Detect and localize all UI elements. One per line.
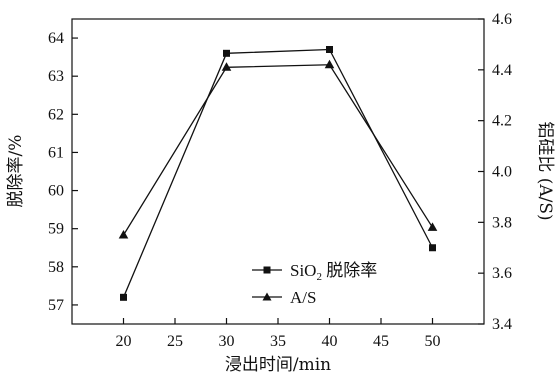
- y-left-tick-label: 62: [48, 106, 64, 123]
- y-axis-left-title: 脱除率/%: [6, 135, 26, 208]
- y-left-tick-label: 58: [48, 259, 64, 276]
- legend-label-sio2-subscript: 2: [316, 271, 322, 283]
- x-tick-label: 20: [116, 333, 132, 350]
- y-left-tick-label: 63: [48, 68, 64, 85]
- x-tick-label: 45: [373, 333, 389, 350]
- legend-label-sio2: SiO2 脱除率: [290, 261, 377, 283]
- x-tick-label: 40: [322, 333, 338, 350]
- x-tick-label: 50: [425, 333, 441, 350]
- x-tick-label: 25: [167, 333, 183, 350]
- data-point-sio2: [120, 293, 127, 301]
- y-axis-left: 57 58 59 60 61 62 63 64: [48, 30, 78, 314]
- legend-label-as: A/S: [290, 288, 316, 307]
- y-right-tick-label: 4.0: [492, 164, 512, 181]
- y-right-tick-label: 3.8: [492, 214, 512, 231]
- y-right-tick-label: 4.2: [492, 113, 512, 130]
- data-point-as: [324, 59, 335, 69]
- x-axis-title: 浸出时间/min: [225, 355, 331, 375]
- y-right-tick-label: 3.6: [492, 265, 512, 282]
- y-left-tick-label: 64: [48, 30, 64, 47]
- series-line-sio2: [122, 48, 434, 298]
- y-axis-right-title: 铝硅比 (A/S): [535, 121, 555, 220]
- y-left-tick-label: 60: [48, 183, 64, 200]
- legend: SiO2 脱除率 A/S: [252, 261, 377, 307]
- x-tick-label: 35: [270, 333, 286, 350]
- y-right-tick-label: 4.4: [492, 62, 512, 79]
- y-left-tick-label: 61: [48, 144, 64, 161]
- data-point-sio2: [223, 49, 230, 57]
- y-left-tick-label: 59: [48, 221, 64, 238]
- data-point-as: [221, 62, 232, 71]
- data-point-sio2: [326, 46, 333, 53]
- legend-label-sio2-rest: 脱除率: [322, 261, 377, 280]
- data-point-as: [427, 222, 438, 231]
- y-right-tick-label: 4.6: [492, 11, 512, 28]
- series-line-as: [122, 64, 434, 236]
- data-point-as: [118, 230, 129, 239]
- legend-label-sio2-main: SiO: [290, 261, 316, 280]
- y-left-tick-label: 57: [48, 297, 64, 314]
- y-right-tick-label: 3.4: [492, 316, 512, 333]
- series-layer: [118, 46, 438, 301]
- legend-marker-triangle: [262, 292, 272, 301]
- plot-frame: [71, 18, 485, 325]
- x-axis: 20 25 30 35 40 45 50: [116, 318, 441, 350]
- x-tick-label: 30: [219, 333, 235, 350]
- legend-marker-square: [263, 266, 271, 274]
- y-axis-right: 3.4 3.6 3.8 4.0 4.2 4.4 4.6: [478, 11, 512, 333]
- data-point-sio2: [429, 244, 436, 252]
